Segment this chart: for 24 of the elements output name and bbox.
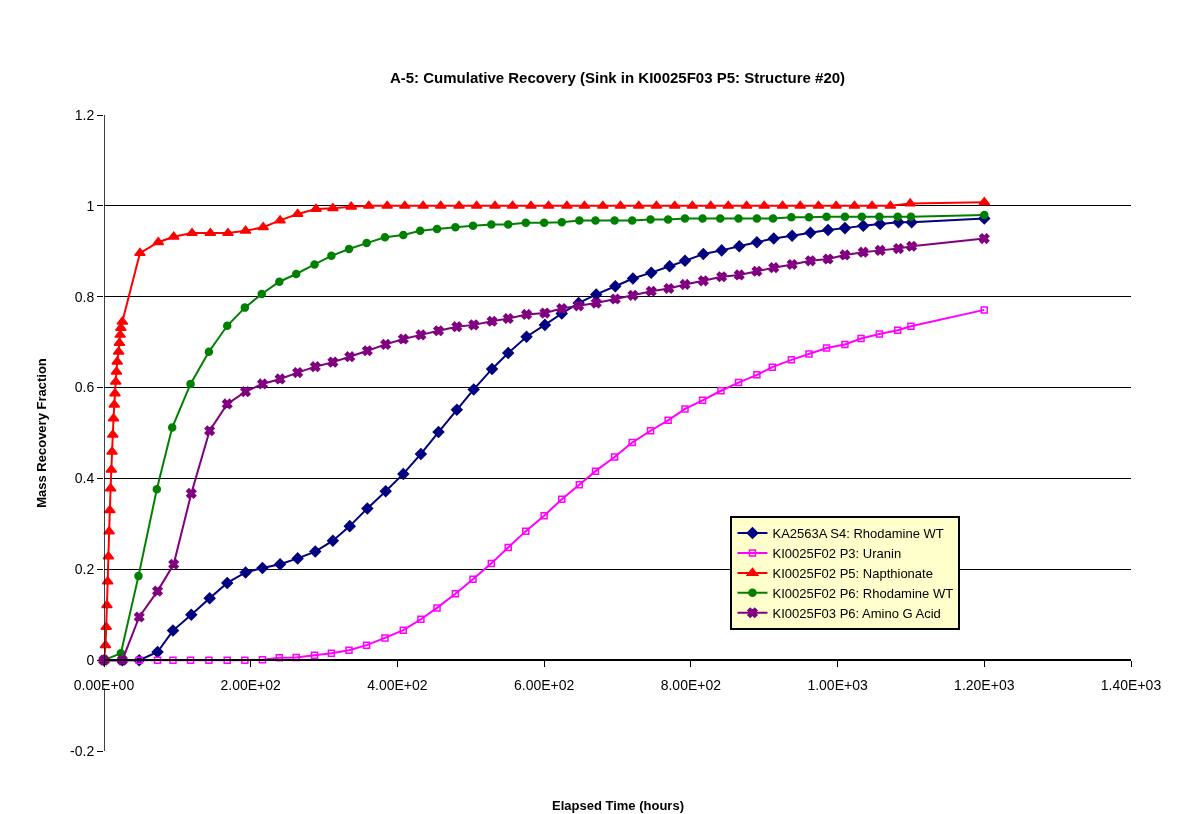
y-tick-label: 0 (86, 652, 95, 669)
chart-title: A-5: Cumulative Recovery (Sink in KI0025F03 P5: Structure #20) (389, 68, 846, 86)
x-axis-title: Elapsed Time (hours) (552, 798, 684, 813)
y-tick-label: 1.2 (74, 106, 95, 123)
legend-label: KA2563A S4: Rhodamine WT (772, 526, 944, 542)
legend-label: KI0025F02 P5: Napthionate (772, 565, 933, 581)
y-tick-label: -0.2 (70, 742, 95, 759)
x-tick-label: 8.00E+02 (660, 676, 722, 693)
y-tick-label: 1 (86, 197, 95, 214)
y-tick-label: 0.6 (74, 379, 95, 396)
x-tick-label: 2.00E+02 (220, 676, 282, 693)
x-tick-label: 0.00E+00 (73, 676, 135, 693)
x-tick-label: 4.00E+02 (367, 676, 428, 693)
legend-label: KI0025F02 P6: Rhodamine WT (772, 585, 954, 601)
x-tick-label: 6.00E+02 (513, 676, 575, 693)
legend-label: KI0025F03 P6: Amino G Acid (772, 605, 941, 621)
y-axis-title: Mass Recovery Fraction (34, 358, 50, 508)
y-tick-label: 0.2 (74, 561, 95, 578)
y-tick-label: 0.8 (74, 288, 95, 305)
legend-label: KI0025F02 P3: Uranin (772, 546, 902, 562)
y-tick-label: 0.4 (74, 470, 95, 487)
x-tick-label: 1.20E+03 (954, 676, 1015, 693)
x-tick-label: 1.40E+03 (1100, 676, 1162, 693)
x-tick-label: 1.00E+03 (807, 676, 868, 693)
